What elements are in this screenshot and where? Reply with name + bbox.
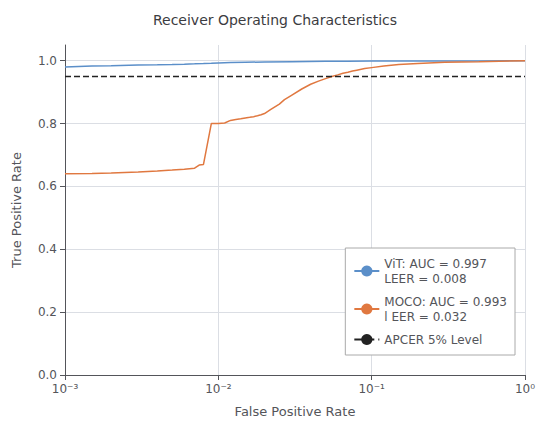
svg-text:10⁰: 10⁰ [515, 382, 535, 396]
svg-text:0.6: 0.6 [38, 179, 57, 193]
svg-text:True Positive Rate: True Positive Rate [9, 152, 24, 269]
svg-text:10⁻³: 10⁻³ [52, 382, 79, 396]
svg-text:ViT: AUC = 0.997: ViT: AUC = 0.997 [384, 257, 487, 271]
svg-text:0.8: 0.8 [38, 117, 57, 131]
svg-text:0.0: 0.0 [38, 368, 57, 382]
svg-text:MOCO: AUC = 0.993: MOCO: AUC = 0.993 [384, 295, 507, 309]
svg-text:0.4: 0.4 [38, 242, 57, 256]
svg-text:10⁻²: 10⁻² [205, 382, 232, 396]
svg-text:0.2: 0.2 [38, 305, 57, 319]
svg-text:Receiver Operating Characteris: Receiver Operating Characteristics [153, 12, 397, 28]
svg-text:1.0: 1.0 [38, 54, 57, 68]
svg-text:l EER = 0.032: l EER = 0.032 [384, 310, 467, 324]
svg-text:10⁻¹: 10⁻¹ [358, 382, 385, 396]
svg-text:LEER = 0.008: LEER = 0.008 [384, 272, 466, 286]
svg-text:False Positive Rate: False Positive Rate [235, 404, 356, 419]
svg-text:APCER 5% Level: APCER 5% Level [384, 333, 482, 347]
